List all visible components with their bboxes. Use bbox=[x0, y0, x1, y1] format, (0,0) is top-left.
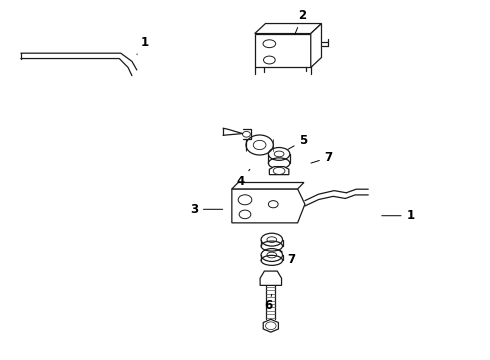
Polygon shape bbox=[255, 33, 311, 67]
Polygon shape bbox=[311, 23, 321, 67]
Polygon shape bbox=[232, 183, 304, 189]
Text: 7: 7 bbox=[280, 250, 295, 266]
Polygon shape bbox=[270, 167, 289, 175]
Text: 7: 7 bbox=[311, 151, 333, 164]
Polygon shape bbox=[255, 23, 321, 33]
Text: 5: 5 bbox=[288, 134, 308, 149]
Text: 4: 4 bbox=[236, 169, 250, 188]
Text: 3: 3 bbox=[190, 203, 223, 216]
Text: 1: 1 bbox=[382, 209, 415, 222]
Text: 2: 2 bbox=[295, 9, 307, 35]
Text: 1: 1 bbox=[137, 36, 149, 54]
Text: 6: 6 bbox=[264, 294, 272, 312]
Polygon shape bbox=[232, 189, 305, 223]
Polygon shape bbox=[260, 271, 282, 285]
